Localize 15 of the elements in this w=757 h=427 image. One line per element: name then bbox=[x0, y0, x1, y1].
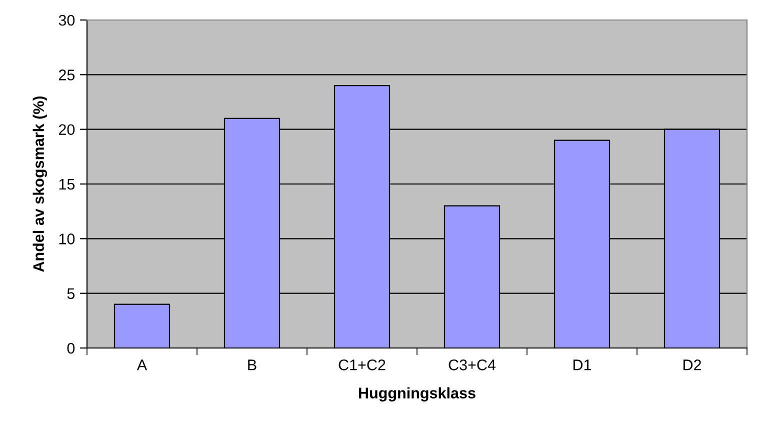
y-tick-label: 30 bbox=[58, 14, 75, 26]
y-tick-label: 10 bbox=[59, 234, 75, 244]
x-tick-label: C1+C2 bbox=[338, 360, 386, 370]
x-tick-label: B bbox=[248, 360, 256, 370]
x-axis-title: Huggningsklass bbox=[359, 387, 476, 402]
x-tick-label: D2 bbox=[683, 360, 701, 370]
y-axis-title: Andel av skogsmark (%) bbox=[32, 96, 48, 272]
y-tick-label: 25 bbox=[58, 70, 75, 80]
x-tick-label: C3+C4 bbox=[448, 360, 496, 370]
y-tick-label: 20 bbox=[58, 124, 75, 136]
x-tick-label: D1 bbox=[573, 360, 592, 370]
y-tick-label: 15 bbox=[59, 179, 75, 190]
x-tick-label: A bbox=[136, 360, 148, 370]
y-tick-label: 5 bbox=[67, 288, 75, 300]
y-tick-label: 0 bbox=[67, 342, 75, 354]
